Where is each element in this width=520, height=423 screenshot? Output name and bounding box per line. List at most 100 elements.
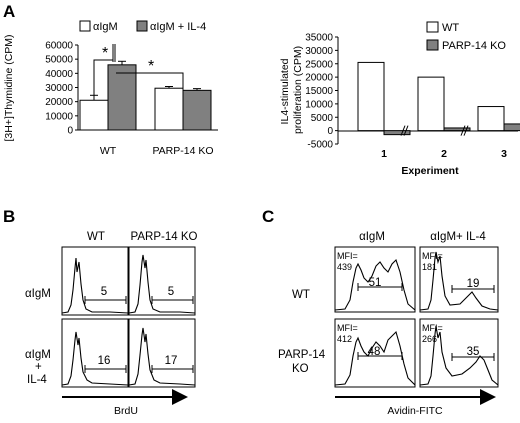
chart1-bar [107,64,137,131]
panel-label-a: A [3,2,15,21]
chart1-legend-swatch-aigm-il4 [136,20,148,32]
chart2-legend-ko: PARP-14 KO [442,40,506,52]
histogram-box [334,318,416,388]
mfi-value: 266 [422,334,437,344]
chart2-bar [477,106,505,132]
gate-marker [84,296,127,304]
gate-percent: 17 [165,355,178,367]
chart2-y-tick-label: 15000 [305,86,333,97]
chart1-y-tick-label: 50000 [45,55,73,66]
chart1-category-label: PARP-14 KO [152,145,213,157]
histogram-box [128,318,196,388]
mfi-label: MFI= [422,251,443,261]
gate-percent: 16 [98,355,111,367]
histogram-curve [128,254,196,314]
chart2-y-tick-label: 0 [327,126,333,137]
chart2-y-tick-label: -5000 [307,140,333,151]
histogram-box [334,246,416,313]
chart2-y-tick-label: 25000 [305,59,333,70]
chart1-y-tick-label: 20000 [45,97,73,108]
mfi-value: 181 [422,262,437,272]
chart2-axis-break [400,125,406,136]
chart2-y-tick-label: 10000 [305,99,333,110]
gate-marker [451,285,495,293]
panel-b-brdu: WT PARP-14 KO αIgM αIgM + IL-4 5 5 16 17… [25,231,197,417]
chart-thymidine: [3H+]Thymidine (CPM) 0 10000 20000 30000 400… [3,20,218,157]
chart2-ylabel: IL4-stimulated proliferation (CPM) [279,46,304,134]
gate-percent: 48 [368,346,381,358]
chart2-axis-break [460,125,466,136]
panel-b-col-wt: WT [87,231,105,243]
chart2-y-tick-label: 35000 [305,33,333,44]
gate-percent: 19 [467,278,480,290]
panel-label-c: C [262,207,274,226]
chart1-category-label: WT [100,145,117,157]
histogram-curve [61,257,129,314]
chart2-bar [357,61,385,132]
panel-b-row-aigm: αIgM [25,288,51,300]
chart2-bar [443,127,471,132]
chart1-bracket-wt [93,59,113,97]
mfi-value: 412 [337,334,352,344]
panel-c-row-wt: WT [292,289,310,301]
chart1-legend-aigm: αIgM [93,21,118,33]
mfi-label: MFI= [337,251,358,261]
chart2-y-tick-label: 5000 [311,113,334,124]
chart1-legend-aigm-il4: αIgM + IL-4 [150,21,206,33]
chart1-ylabel: [3H+]Thymidine (CPM) [3,34,15,141]
histogram-curve [61,331,129,386]
chart1-bar [154,87,184,131]
histogram-box [419,246,499,313]
mfi-value: 439 [337,262,352,272]
gate-marker [357,352,403,360]
chart1-legend-swatch-aigm [79,20,91,32]
chart2-bar [503,123,520,132]
panel-label-b: B [3,207,15,226]
panel-c-avidin: αIgM αIgM+ IL-4 WT PARP-14 KO 51 19 48 3… [278,231,499,417]
histogram-curve [334,258,416,311]
gate-marker [151,296,194,304]
chart2-category-label: 2 [441,148,447,160]
gate-marker [151,365,194,373]
chart1-y-tick-label: 0 [67,126,73,137]
chart2-axis-break [463,125,469,136]
gate-percent: 5 [101,286,107,298]
panel-c-row-parp14: PARP-14 [278,349,326,361]
mfi-label: MFI= [337,323,358,333]
panel-b-row-il4: IL-4 [27,374,47,386]
histogram-curve [419,251,499,311]
panel-c-xlabel: Avidin-FITC [387,405,443,417]
gate-percent: 51 [369,277,382,289]
chart1-bracket-ko [116,72,184,99]
chart1-bar [79,99,109,131]
chart2-category-label: 3 [501,148,507,160]
gate-marker [451,353,495,361]
chart1-sig-star-2: * [148,58,154,75]
chart2-y-tick-label: 20000 [305,73,333,84]
chart2-axis-break [403,125,409,136]
gate-marker [84,365,127,373]
panel-b-col-ko: PARP-14 KO [131,231,198,243]
histogram-curve [334,330,416,386]
chart1-y-tick-label: 30000 [45,83,73,94]
chart2-category-label: 1 [381,148,387,160]
panel-c-col-aigm: αIgM [359,231,385,243]
histogram-curve [128,327,196,386]
chart2-legend-wt: WT [442,22,459,34]
chart2-y-tick-label: 30000 [305,46,333,57]
chart1-y-tick-label: 60000 [45,41,73,52]
chart2-bar [383,130,411,136]
chart2-xlabel: Experiment [401,165,459,177]
chart1-bar [182,89,212,131]
panel-b-row-aigm2: αIgM [25,349,51,361]
histogram-box [61,246,129,316]
panel-c-row-ko: KO [292,363,309,375]
panel-b-xlabel: BrdU [114,405,138,417]
gate-percent: 5 [168,286,174,298]
histogram-curve [419,325,499,386]
histogram-box [61,318,129,388]
panel-c-col-aigm-il4: αIgM+ IL-4 [430,231,486,243]
histogram-box [128,246,196,316]
chart1-sig-star-1: * [102,45,108,62]
